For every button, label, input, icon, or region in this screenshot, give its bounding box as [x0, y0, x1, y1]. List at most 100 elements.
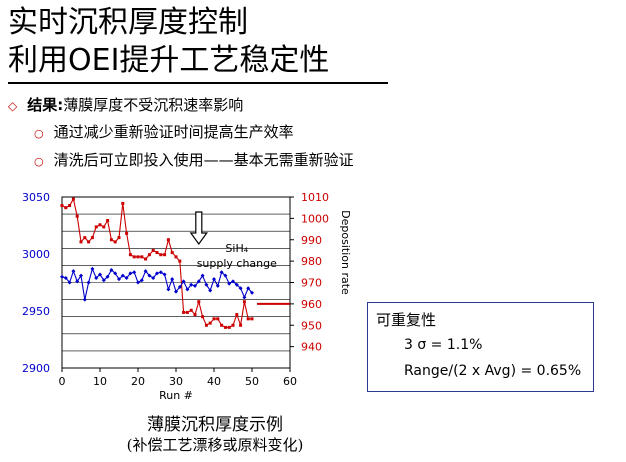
deposition-point [102, 225, 106, 229]
deposition-point [140, 255, 144, 259]
deposition-point [144, 257, 148, 261]
thickness-point [231, 279, 235, 284]
thickness-point [75, 279, 80, 284]
thickness-point [242, 295, 247, 300]
left-tick-label: 3050 [22, 191, 50, 204]
thickness-point [101, 278, 106, 283]
thickness-point [113, 271, 118, 276]
thickness-point [189, 282, 194, 287]
deposition-point [178, 259, 182, 263]
deposition-point [159, 253, 163, 257]
thickness-point [227, 281, 232, 286]
thickness-point [67, 280, 72, 285]
thickness-point [79, 273, 83, 278]
deposition-point [189, 308, 193, 312]
thickness-point [234, 282, 239, 287]
right-tick-label: 980 [301, 255, 322, 268]
deposition-point [75, 214, 79, 218]
chart-series [60, 197, 290, 329]
deposition-point [193, 313, 197, 317]
right-axis-ticks: 940 950 960 970 980 990 1000 1010 [290, 191, 329, 354]
down-arrow-icon [189, 211, 208, 246]
thickness-point [208, 288, 213, 293]
left-tick-label: 2950 [22, 305, 50, 318]
thickness-point [174, 289, 178, 294]
page-title-line2: 利用OEI提升工艺稳定性 [8, 43, 330, 78]
deposition-point [239, 323, 243, 327]
annotation-line1: SiH₄ [225, 242, 248, 255]
x-tick-label: 0 [59, 375, 66, 388]
thickness-point [63, 275, 68, 280]
thickness-point [185, 287, 190, 292]
thickness-point [155, 271, 159, 276]
thickness-point [82, 297, 87, 302]
deposition-point [79, 240, 83, 244]
bullet-main-head: 结果: [27, 96, 64, 114]
deposition-point [163, 253, 167, 257]
deposition-chart: 0 10 20 30 40 50 60 2900 2950 3000 3050 940 950 960… [22, 191, 352, 402]
thickness-point [90, 266, 95, 271]
thickness-point [105, 274, 110, 279]
right-tick-label: 950 [301, 319, 322, 332]
thickness-point [223, 273, 228, 278]
deposition-point [83, 236, 87, 240]
diamond-bullet-icon: ◇ [8, 99, 18, 113]
thickness-point [98, 272, 102, 277]
thickness-point [204, 282, 209, 287]
thickness-point [86, 280, 91, 285]
deposition-point [204, 323, 208, 327]
deposition-point [121, 201, 125, 205]
deposition-point [208, 321, 212, 325]
x-tick-label: 20 [131, 375, 145, 388]
thickness-point [177, 285, 182, 290]
thickness-point [60, 274, 64, 279]
deposition-point [197, 300, 201, 304]
thickness-point [132, 270, 137, 275]
bullet-main-text: 薄膜厚度不受沉积速率影响 [63, 96, 244, 114]
x-tick-label: 30 [169, 375, 183, 388]
deposition-point [166, 238, 170, 242]
deposition-point [227, 325, 231, 329]
bullet-sub1: ○ 通过减少重新验证时间提高生产效率 [34, 122, 294, 144]
deposition-point [106, 219, 110, 223]
right-tick-label: 970 [301, 277, 322, 290]
deposition-point [64, 206, 68, 210]
deposition-point [136, 255, 140, 259]
thickness-point [143, 269, 148, 274]
title-underline [8, 82, 388, 84]
thickness-point [136, 280, 140, 285]
chart-grid [62, 213, 290, 352]
deposition-point [220, 323, 224, 327]
right-tick-label: 1000 [301, 212, 329, 225]
annotation-group: SiH₄ supply change [189, 211, 277, 270]
deposition-point [132, 255, 136, 259]
deposition-point [68, 204, 72, 208]
deposition-point [235, 313, 239, 317]
deposition-point [182, 310, 186, 314]
annotation-line2: supply change [197, 257, 277, 270]
thickness-point [117, 277, 121, 282]
deposition-point [185, 310, 189, 314]
repeatability-range: Range/(2 x Avg) = 0.65% [404, 363, 582, 379]
x-tick-label: 50 [245, 375, 259, 388]
deposition-point [201, 315, 205, 319]
right-tick-label: 940 [301, 341, 322, 354]
thickness-point [147, 273, 152, 278]
thickness-point [162, 272, 167, 277]
deposition-point [90, 236, 94, 240]
circle-bullet-icon: ○ [34, 155, 44, 168]
thickness-point [215, 283, 220, 288]
right-tick-label: 1010 [301, 191, 329, 204]
x-axis-ticks: 0 10 20 30 40 50 60 [59, 368, 297, 388]
thickness-point [120, 273, 125, 278]
bullet-main: ◇ 结果:薄膜厚度不受沉积速率影响 [8, 95, 243, 116]
thickness-point [71, 269, 76, 274]
right-tick-label: 960 [301, 298, 322, 311]
deposition-point [170, 251, 174, 255]
bullet-sub2: ○ 清洗后可立即投入使用——基本无需重新验证 [34, 150, 354, 172]
thickness-point [181, 279, 186, 284]
thickness-point [238, 286, 243, 291]
deposition-point [98, 223, 102, 227]
thickness-point [219, 270, 224, 275]
deposition-point [231, 323, 235, 327]
